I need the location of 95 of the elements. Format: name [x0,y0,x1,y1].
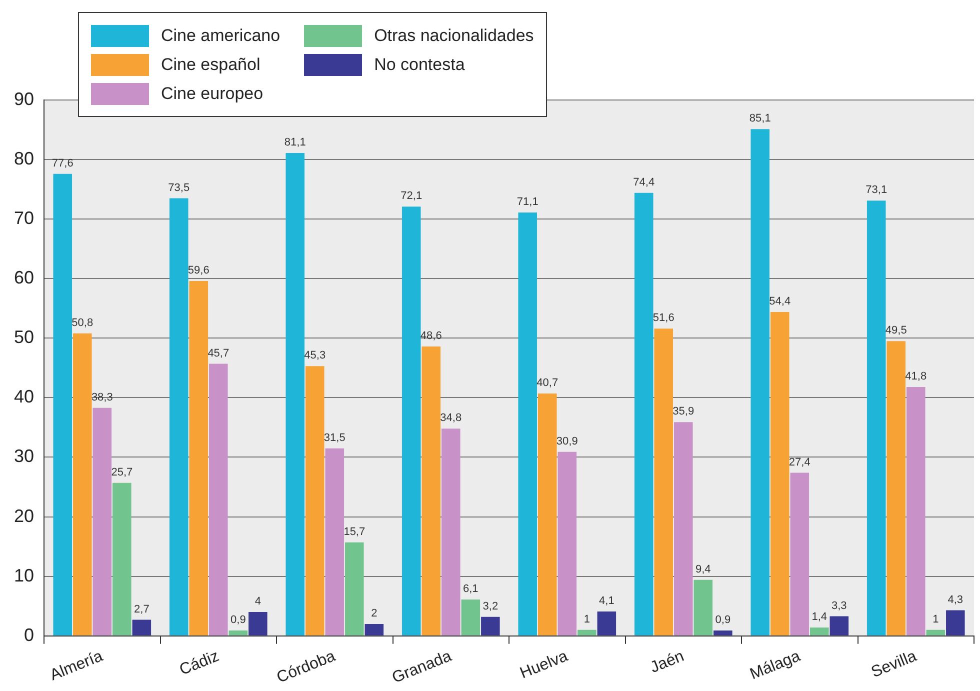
data-label: 73,1 [866,184,888,196]
data-label: 15,7 [344,526,366,538]
bar [53,174,72,636]
bar [790,472,810,636]
data-label: 73,5 [168,182,190,194]
bar [886,341,906,636]
y-tick-label: 80 [14,148,34,169]
data-label: 2,7 [134,603,150,616]
data-label: 34,8 [440,412,462,424]
data-label: 54,4 [769,296,791,308]
bar [72,333,92,636]
bar [694,580,713,636]
legend-label: Otras nacionalidades [374,26,534,46]
data-label: 85,1 [749,112,771,125]
y-tick-label: 70 [14,208,34,228]
bar [189,281,208,636]
data-label: 4,1 [599,594,614,607]
data-label: 31,5 [324,432,346,444]
bar [654,328,674,636]
x-tick-label: Jaén [648,648,687,677]
bar [364,624,384,636]
bar [228,630,248,636]
bar [558,452,577,636]
data-label: 6,1 [463,583,478,596]
bar [906,386,926,636]
data-label: 74,4 [633,176,655,188]
data-label: 9,4 [695,563,711,576]
legend-label: Cine americano [161,26,280,46]
bar [402,206,421,636]
data-label: 35,9 [672,406,694,418]
y-tick-label: 0 [24,624,34,645]
y-tick-label: 40 [14,386,34,407]
x-tick-label: Cádiz [177,648,222,679]
bar [248,612,268,636]
bar [286,152,305,636]
bar [481,616,500,636]
bar [597,611,616,636]
bar [750,129,770,636]
bar [112,482,132,636]
data-label: 49,5 [885,324,907,337]
bar [209,364,228,636]
y-tick-label: 90 [14,88,34,109]
data-label: 45,7 [208,347,230,360]
data-label: 30,9 [556,435,578,448]
x-tick-label: Málaga [748,648,803,684]
bar [325,448,344,636]
data-label: 51,6 [652,312,674,324]
bar [461,600,480,636]
bar [830,616,849,636]
data-label: 1 [584,613,590,626]
bar [634,192,654,636]
bar [714,630,732,636]
data-label: 0,9 [230,614,246,626]
bar [538,394,557,636]
bar [674,422,693,636]
data-label: 0,9 [715,614,731,626]
data-label: 3,2 [482,600,498,612]
y-tick-label: 60 [14,268,34,288]
data-label: 25,7 [111,466,133,478]
bar [810,628,829,636]
data-label: 71,1 [516,196,538,208]
data-label: 72,1 [400,190,422,202]
bar [926,630,946,636]
bar [866,200,886,636]
data-label: 59,6 [188,264,210,277]
bar [92,408,112,636]
bar [578,630,596,636]
y-tick-label: 10 [14,565,34,586]
data-label: 77,6 [52,157,74,170]
legend-label: Cine europeo [161,84,264,104]
data-label: 27,4 [788,456,810,468]
bar [518,212,537,636]
bar [305,366,324,636]
data-label: 1,4 [812,611,828,624]
data-label: 50,8 [72,316,94,329]
data-label: 2 [371,607,378,620]
x-tick-label: Sevilla [868,648,920,682]
data-label: 4,3 [948,594,964,606]
y-tick-label: 20 [14,506,34,526]
bar [946,610,965,636]
data-label: 3,3 [832,600,847,612]
bar [345,542,364,636]
x-tick-label: Huelva [518,648,570,682]
y-tick-label: 30 [14,446,34,466]
legend-label: Cine español [161,54,260,74]
bar [770,312,790,636]
bar [442,428,460,636]
data-label: 1 [932,613,939,626]
data-label: 4 [254,596,261,608]
legend-label: No contesta [374,54,465,74]
bar [422,346,441,636]
bar [132,620,152,636]
y-tick-label: 50 [14,327,34,348]
bar [169,198,188,636]
data-label: 81,1 [284,136,306,149]
